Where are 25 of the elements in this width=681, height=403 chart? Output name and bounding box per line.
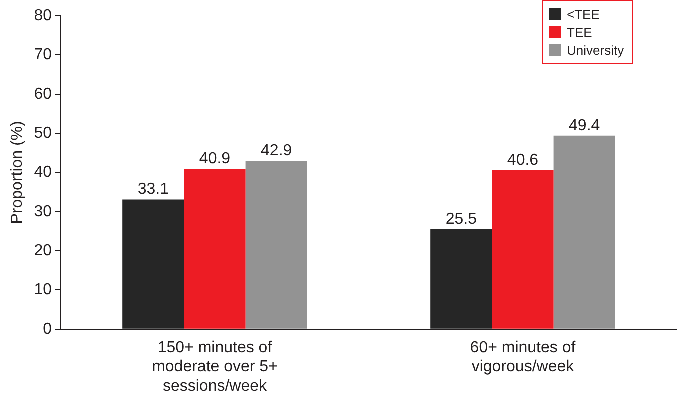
data-label: 49.4 — [569, 117, 600, 134]
y-tick-label: 20 — [34, 242, 52, 260]
y-tick-label: 70 — [34, 46, 52, 64]
bar — [184, 169, 246, 329]
legend-label: <TEE — [567, 6, 600, 22]
data-label: 40.6 — [507, 152, 539, 169]
x-tick-label: 60+ minutes of vigorous/week — [470, 339, 576, 376]
bar — [554, 136, 616, 329]
bar — [246, 161, 308, 329]
data-label: 33.1 — [138, 181, 170, 198]
data-label: 25.5 — [446, 210, 478, 228]
y-tick-label: 0 — [43, 320, 52, 338]
y-tick-label: 50 — [34, 124, 52, 142]
y-tick-label: 80 — [34, 7, 52, 24]
x-tick-label: 150+ minutes of moderate over 5+ sessions/week — [152, 339, 278, 395]
y-tick-label: 60 — [34, 86, 52, 103]
y-tick-label: 40 — [34, 164, 52, 182]
y-tick-label: 30 — [34, 203, 52, 220]
data-label: 42.9 — [261, 142, 292, 160]
legend-label: University — [567, 42, 624, 58]
y-tick-label: 10 — [34, 282, 52, 299]
y-axis-title: Proportion (%) — [9, 121, 26, 224]
bar — [492, 170, 554, 329]
data-label: 40.9 — [199, 150, 231, 168]
legend-label: TEE — [567, 24, 592, 40]
